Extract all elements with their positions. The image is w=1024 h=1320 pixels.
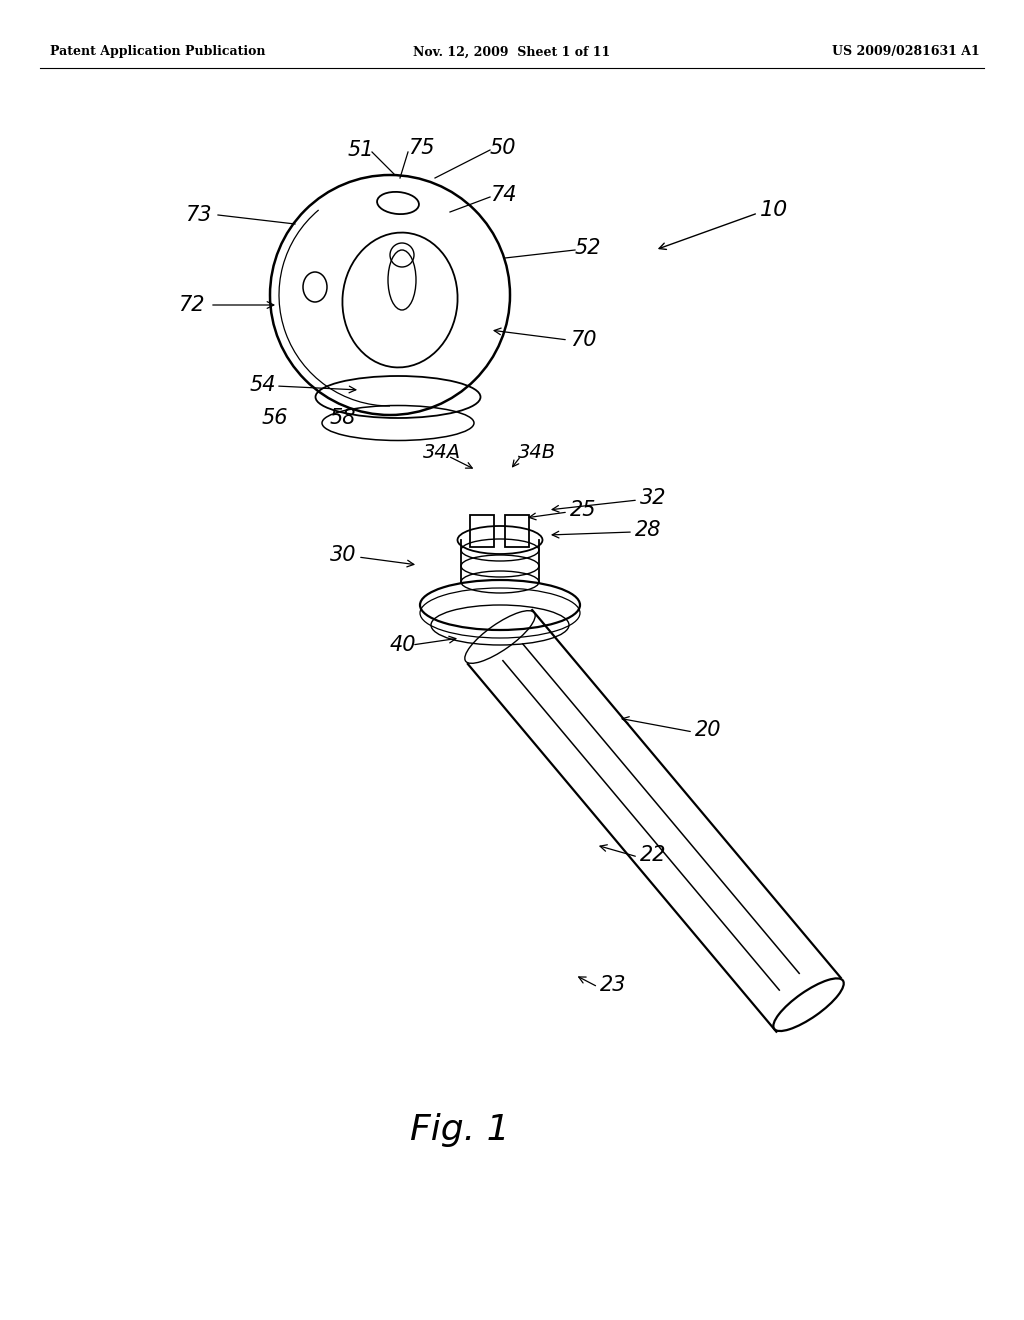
Text: 58: 58 — [330, 408, 356, 428]
Text: 51: 51 — [348, 140, 375, 160]
Text: 70: 70 — [570, 330, 597, 350]
Text: 52: 52 — [575, 238, 601, 257]
Text: 32: 32 — [640, 488, 667, 508]
Text: 40: 40 — [390, 635, 417, 655]
Text: 25: 25 — [570, 500, 597, 520]
Text: Patent Application Publication: Patent Application Publication — [50, 45, 265, 58]
Text: 20: 20 — [695, 719, 722, 741]
Text: 22: 22 — [640, 845, 667, 865]
Text: 28: 28 — [635, 520, 662, 540]
Bar — [470, 515, 494, 546]
Text: 34A: 34A — [423, 442, 461, 462]
Text: 30: 30 — [330, 545, 356, 565]
Text: 50: 50 — [490, 139, 516, 158]
Text: Nov. 12, 2009  Sheet 1 of 11: Nov. 12, 2009 Sheet 1 of 11 — [414, 45, 610, 58]
Text: 73: 73 — [185, 205, 212, 224]
Text: 72: 72 — [178, 294, 205, 315]
Text: 34B: 34B — [518, 442, 556, 462]
Text: 10: 10 — [760, 201, 788, 220]
Text: 74: 74 — [490, 185, 516, 205]
Text: 75: 75 — [408, 139, 434, 158]
Text: 56: 56 — [262, 408, 289, 428]
Text: 23: 23 — [600, 975, 627, 995]
Text: US 2009/0281631 A1: US 2009/0281631 A1 — [833, 45, 980, 58]
Bar — [505, 515, 529, 546]
Text: Fig. 1: Fig. 1 — [411, 1113, 510, 1147]
Text: 54: 54 — [250, 375, 276, 395]
